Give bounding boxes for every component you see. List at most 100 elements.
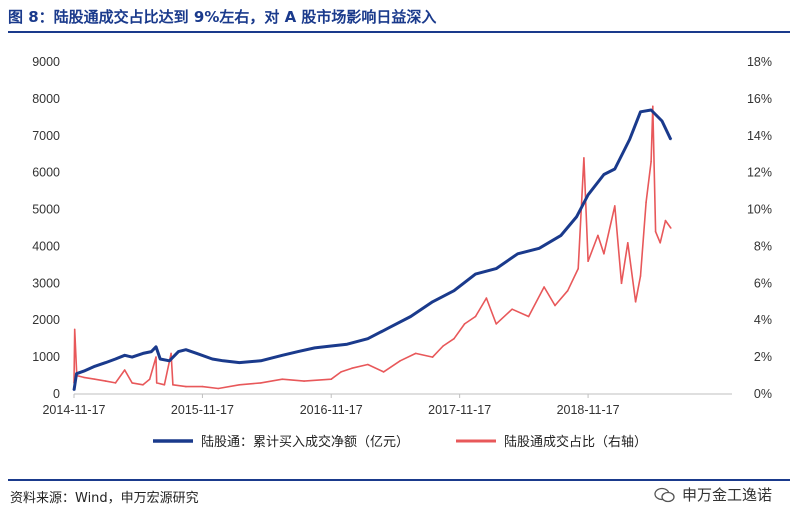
data-point (150, 350, 153, 353)
data-point (123, 354, 126, 357)
data-point (131, 382, 133, 384)
data-point (597, 234, 599, 237)
data-point (367, 337, 369, 340)
data-point (104, 361, 107, 364)
data-point (104, 380, 107, 382)
y-right-tick-label: 2% (754, 350, 772, 364)
data-point (627, 242, 629, 244)
data-point (281, 378, 284, 381)
y-right-tick-label: 12% (747, 166, 772, 180)
x-tick-label: 2017-11-17 (428, 403, 491, 417)
data-point (346, 343, 348, 346)
data-point (142, 384, 144, 386)
data-point (474, 315, 477, 318)
data-point (114, 382, 117, 384)
data-point (527, 315, 530, 318)
y-left-tick-label: 5000 (32, 203, 60, 217)
data-point (495, 267, 498, 270)
data-point (453, 289, 455, 292)
data-point (587, 260, 589, 263)
data-point (238, 361, 241, 364)
data-point (185, 348, 187, 351)
data-point (131, 356, 133, 358)
data-point (260, 360, 262, 362)
data-point (75, 372, 78, 375)
data-point (217, 387, 220, 390)
data-point (614, 168, 616, 170)
data-point (399, 360, 402, 362)
data-point (238, 384, 241, 386)
y-right-tick-label: 8% (754, 239, 772, 253)
legend-label: 陆股通：累计买入成交净额（亿元） (201, 434, 409, 450)
data-point (628, 138, 631, 141)
data-point (330, 345, 333, 347)
data-point (367, 363, 369, 366)
data-point (485, 297, 488, 299)
data-point (659, 242, 661, 244)
data-point (185, 385, 187, 388)
data-point (554, 304, 556, 307)
data-point (260, 382, 262, 384)
y-left-tick-label: 1000 (32, 350, 60, 364)
data-point (142, 352, 144, 355)
data-point (543, 286, 545, 288)
data-point (474, 273, 477, 275)
data-point (654, 230, 657, 233)
data-point (575, 216, 578, 218)
data-point (538, 247, 540, 250)
data-point (566, 289, 569, 292)
y-axis-right: 0% 2% 4% 6% 8% 10% 12% 14% 16% 18% (747, 55, 772, 401)
y-left-tick-label: 2000 (32, 313, 60, 327)
data-point (414, 352, 417, 355)
data-point (177, 350, 180, 353)
data-point (661, 120, 663, 122)
data-point (114, 358, 117, 360)
data-point (281, 354, 284, 357)
y-right-tick-label: 0% (754, 387, 772, 401)
data-point (603, 253, 605, 255)
data-point (83, 376, 85, 379)
wechat-icon (654, 487, 675, 502)
data-point (155, 346, 157, 348)
watermark-text: 申万金工逸诺 (681, 486, 772, 504)
data-point (94, 365, 96, 368)
data-point (645, 201, 647, 203)
x-axis: 2014-11-17 2015-11-17 2016-11-17 2017-11-17… (42, 394, 620, 417)
y-left-tick-label: 0 (53, 387, 60, 401)
data-point (303, 380, 305, 382)
data-point (172, 384, 174, 386)
data-point (670, 138, 672, 141)
data-point (83, 370, 85, 372)
data-point (431, 301, 434, 303)
data-point (201, 385, 204, 388)
data-point (123, 369, 126, 371)
y-left-tick-label: 7000 (32, 129, 60, 143)
data-point (650, 109, 652, 111)
data-point (431, 356, 434, 358)
data-point (159, 358, 161, 360)
y-right-tick-label: 6% (754, 276, 772, 290)
y-right-tick-label: 10% (747, 203, 772, 217)
data-point (73, 328, 76, 331)
y-left-tick-label: 9000 (32, 55, 60, 69)
legend-label: 陆股通成交占比（右轴） (504, 434, 647, 450)
data-point (639, 111, 642, 113)
y-left-tick-label: 3000 (32, 276, 60, 290)
series-line-cumulative (72, 108, 673, 391)
chart-title: 图 8：陆股通成交占比达到 9%左右，对 A 股市场影响日益深入 (8, 8, 437, 26)
data-point (196, 352, 198, 355)
series-line-share (73, 105, 672, 390)
data-point (603, 173, 605, 176)
data-point (511, 308, 513, 311)
x-tick-label: 2014-11-17 (42, 403, 105, 417)
y-right-tick-label: 14% (747, 129, 772, 143)
data-point (94, 378, 96, 381)
y-axis-left: 0 1000 2000 3000 4000 5000 6000 7000 8000 9000 (32, 55, 60, 401)
data-point (155, 382, 158, 384)
y-right-tick-label: 4% (754, 313, 772, 327)
x-tick-label: 2015-11-17 (171, 403, 234, 417)
data-point (388, 326, 391, 329)
data-point (409, 315, 412, 318)
data-point (652, 105, 654, 108)
data-point (313, 347, 316, 349)
